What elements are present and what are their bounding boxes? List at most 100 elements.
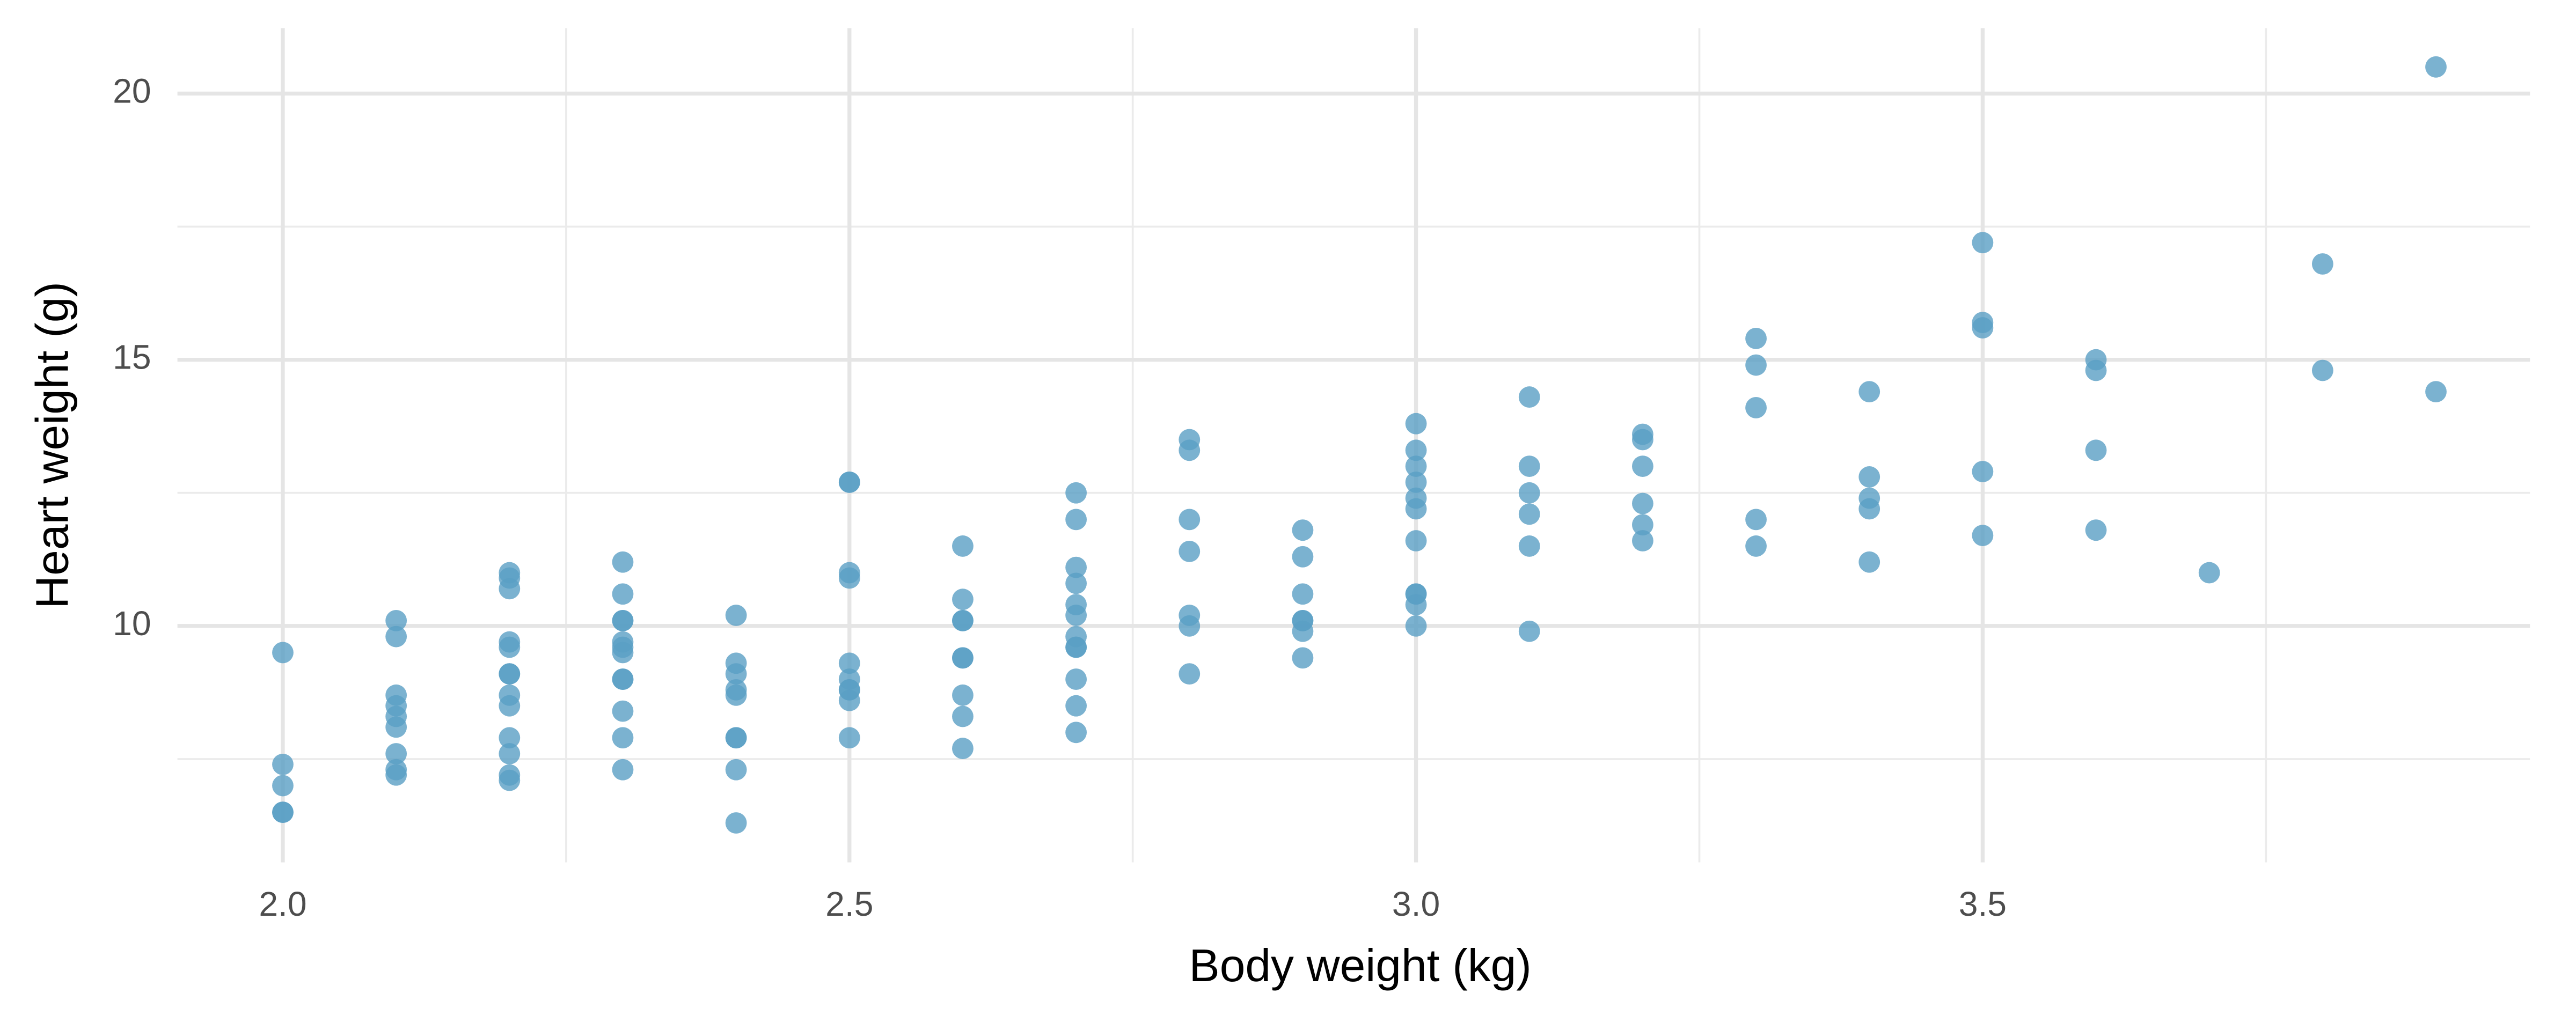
point: [725, 812, 747, 834]
point: [1405, 413, 1427, 435]
point: [1632, 455, 1653, 477]
point: [1405, 498, 1427, 520]
point: [1405, 439, 1427, 461]
point: [952, 535, 974, 557]
point: [952, 684, 974, 706]
point: [499, 743, 521, 764]
point: [2311, 253, 2333, 275]
point: [2311, 359, 2333, 381]
point: [1632, 530, 1653, 551]
point: [2425, 381, 2447, 403]
point: [1632, 429, 1653, 451]
point: [2085, 359, 2107, 381]
point: [1858, 466, 1880, 488]
point: [1745, 328, 1767, 349]
point: [499, 578, 521, 600]
point: [952, 705, 974, 727]
point: [1065, 695, 1087, 717]
point: [725, 684, 747, 706]
point: [1065, 668, 1087, 690]
point: [499, 663, 521, 685]
point: [1858, 551, 1880, 573]
point: [838, 652, 860, 674]
point: [1972, 232, 1994, 254]
point: [612, 759, 634, 781]
point: [612, 642, 634, 664]
point: [838, 689, 860, 711]
point: [725, 727, 747, 749]
point: [1179, 439, 1201, 461]
point: [272, 753, 294, 775]
point: [838, 567, 860, 589]
point: [1065, 722, 1087, 744]
point: [2085, 519, 2107, 541]
point: [725, 759, 747, 781]
point: [1632, 514, 1653, 536]
point: [1065, 509, 1087, 531]
point: [1518, 482, 1540, 504]
point: [1858, 498, 1880, 520]
point: [1292, 546, 1314, 568]
point: [612, 668, 634, 690]
y-tick-label: 15: [113, 338, 151, 377]
point: [725, 663, 747, 685]
point: [1179, 509, 1201, 531]
point: [1405, 615, 1427, 637]
point: [1405, 455, 1427, 477]
point: [1179, 540, 1201, 562]
point: [1405, 594, 1427, 616]
point: [612, 700, 634, 722]
x-tick-label: 3.0: [1392, 885, 1440, 923]
point: [1858, 381, 1880, 403]
point: [612, 727, 634, 749]
point: [612, 551, 634, 573]
point: [1745, 397, 1767, 418]
x-tick-label: 3.5: [1959, 885, 2007, 923]
point: [612, 609, 634, 631]
point: [1292, 620, 1314, 642]
point: [1065, 482, 1087, 504]
point: [952, 609, 974, 631]
point: [499, 727, 521, 749]
point: [2198, 562, 2220, 584]
point: [2085, 439, 2107, 461]
point: [1518, 455, 1540, 477]
y-tick-label: 10: [113, 604, 151, 643]
point: [1292, 583, 1314, 605]
x-tick-label: 2.5: [825, 885, 873, 923]
point: [1405, 471, 1427, 493]
point: [272, 801, 294, 823]
point: [499, 695, 521, 717]
point: [1065, 636, 1087, 658]
point: [1065, 572, 1087, 594]
x-tick-label: 2.0: [259, 885, 306, 923]
x-axis-title: Body weight (kg): [1189, 940, 1532, 991]
point: [1292, 647, 1314, 669]
point: [385, 743, 407, 764]
point: [1632, 492, 1653, 514]
point: [1518, 620, 1540, 642]
point: [1065, 556, 1087, 578]
point: [1972, 525, 1994, 547]
point: [385, 764, 407, 786]
point: [1518, 386, 1540, 408]
point: [1972, 317, 1994, 339]
point: [725, 605, 747, 626]
point: [1065, 605, 1087, 626]
point: [1179, 615, 1201, 637]
point: [952, 647, 974, 669]
point: [272, 775, 294, 797]
point: [838, 471, 860, 493]
point: [2425, 56, 2447, 78]
point: [272, 642, 294, 664]
point: [1292, 519, 1314, 541]
point: [952, 738, 974, 759]
point: [1745, 509, 1767, 531]
point: [385, 716, 407, 738]
point: [1972, 461, 1994, 482]
point: [499, 769, 521, 791]
point: [612, 583, 634, 605]
point: [1179, 663, 1201, 685]
point: [1518, 503, 1540, 525]
